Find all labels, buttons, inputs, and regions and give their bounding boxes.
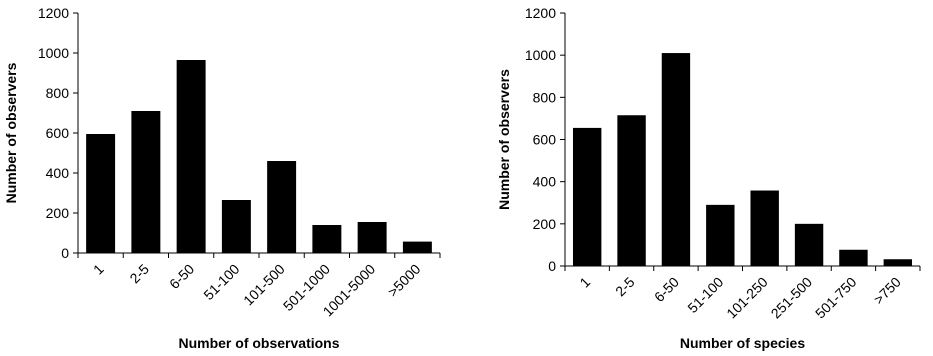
x-tick-label: 51-100 [200, 261, 242, 303]
y-tick-label: 200 [46, 205, 70, 221]
bar-501-750 [839, 249, 868, 266]
y-tick-label: 800 [533, 89, 557, 105]
x-tick-label: >5000 [384, 261, 423, 300]
x-tick-label: 2-5 [126, 261, 152, 287]
x-axis-title: Number of observations [178, 335, 339, 351]
bar->5000 [402, 241, 432, 253]
x-tick-label: 251-500 [768, 274, 816, 322]
bar-6-50 [661, 53, 691, 266]
chart-2: 0 200 400 600 800 1000 1200 1 2-5 6-50 51-100101-2… [496, 5, 921, 351]
bar-51-100 [706, 204, 735, 266]
bar-1001-5000 [357, 222, 387, 253]
y-axis-title: Number of observers [496, 69, 512, 210]
y-tick-label: 0 [61, 245, 69, 261]
x-tick-label: >750 [870, 274, 904, 308]
y-tick-label: 600 [46, 125, 70, 141]
y-tick-label: 400 [533, 174, 557, 190]
x-tick-label: 6-50 [651, 274, 682, 305]
bar-2-5 [131, 111, 161, 253]
x-tick-label: 101-250 [723, 274, 771, 322]
x-tick-label: 2-5 [612, 274, 638, 300]
y-tick-label: 600 [533, 132, 557, 148]
x-tick-label: 51-100 [684, 274, 726, 316]
bar-2-5 [617, 115, 646, 266]
y-tick-label: 1200 [38, 5, 69, 21]
y-tick-label: 200 [533, 216, 557, 232]
x-tick-label: 501-750 [812, 274, 860, 322]
bar-101-250 [750, 190, 779, 266]
bar-251-500 [794, 223, 824, 266]
bar-101-500 [267, 161, 297, 253]
bar-1 [86, 134, 116, 253]
x-axis-title: Number of species [680, 335, 805, 351]
x-tick-label: 1 [90, 261, 107, 278]
x-tick-label: 1 [576, 274, 593, 291]
bar-1 [572, 127, 602, 266]
bar-501-1000 [312, 225, 342, 253]
x-tick-label: 6-50 [166, 261, 197, 292]
y-tick-label: 0 [548, 258, 556, 274]
bar-6-50 [176, 60, 206, 253]
y-tick-label: 1000 [525, 47, 556, 63]
y-tick-label: 800 [46, 85, 70, 101]
y-tick-label: 1200 [525, 5, 556, 21]
bar->750 [883, 259, 913, 266]
y-axis-title: Number of observers [3, 62, 19, 203]
y-tick-label: 1000 [38, 45, 69, 61]
y-tick-label: 400 [46, 165, 70, 181]
bar-51-100 [221, 200, 251, 253]
